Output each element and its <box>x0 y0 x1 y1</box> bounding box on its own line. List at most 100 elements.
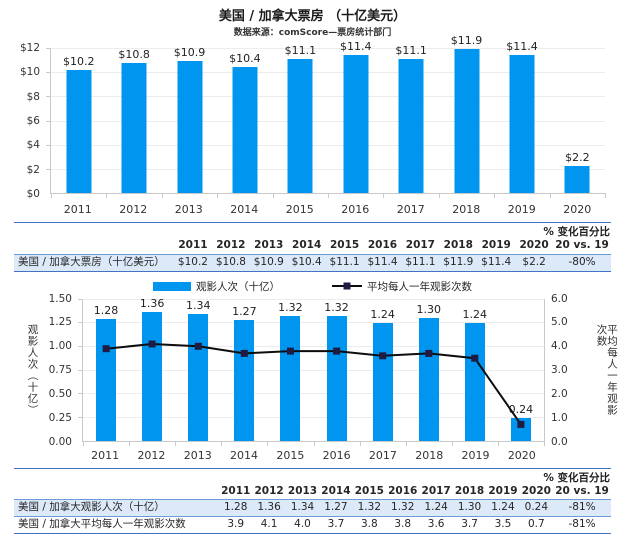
y-tick-label: 0.25 <box>48 411 72 424</box>
x-axis-tick <box>359 440 361 446</box>
y-tick-label: 1.0 <box>551 411 568 424</box>
admissions-right-axis: 6.0 5.0 4.0 3.0 2.0 1.0 0.0 <box>547 293 573 448</box>
bar-value-label: 1.24 <box>462 308 488 322</box>
gridline <box>83 298 544 300</box>
x-axis-tick <box>83 440 84 446</box>
bar-series-swatch-icon <box>153 281 191 291</box>
page-header: 美国 / 加拿大票房 （十亿美元） 数据来源：comScore—票房统计部门 <box>0 0 625 38</box>
admissions-combo-chart: 观影人次（十亿） 平均每人一年观影次数 观影人次（十亿） 平均每人一年观影次数 … <box>0 278 625 462</box>
bar-value-label: 1.36 <box>139 296 165 310</box>
bar-value-label: 1.24 <box>370 308 395 322</box>
bar <box>454 49 480 193</box>
bar-cell: $11.4 <box>494 40 549 193</box>
cell-value: $11.1 <box>329 255 360 268</box>
cell-value: 3.7 <box>461 518 478 531</box>
y-tick-label: $10 <box>19 66 40 79</box>
column-header: 2011 <box>221 484 251 497</box>
column-header: 2017 <box>421 484 451 497</box>
bar <box>177 61 203 193</box>
table-row: 美国 / 加拿大票房（十亿美元） $10.2 $10.8 $10.9 $10.4 $11.… <box>14 253 611 272</box>
y-tick-label: 5.0 <box>551 316 568 329</box>
bar <box>372 323 393 441</box>
y-tick-label: $4 <box>26 139 40 152</box>
bar <box>418 317 439 441</box>
column-header: 2018 <box>443 239 473 252</box>
y-tick-label: 0.50 <box>48 387 72 400</box>
x-tick-label: 2016 <box>341 203 370 216</box>
cell-value: $11.1 <box>405 255 436 268</box>
column-header: 2013 <box>287 484 318 497</box>
bar-value-label: $11.4 <box>506 40 538 54</box>
cell-value: 1.24 <box>491 501 515 514</box>
cell-value: $10.2 <box>177 255 208 268</box>
y-axis-tick <box>46 168 51 170</box>
chart-legend: 观影人次（十亿） 平均每人一年观影次数 <box>0 279 625 294</box>
x-axis-tick <box>544 440 545 446</box>
box-office-table: % 变化百分比 2011 2012 2013 2014 2015 2016 2017 2018 2… <box>14 222 611 272</box>
x-axis-tick <box>549 193 551 198</box>
bar-cell: 1.32 <box>267 299 313 441</box>
cell-value: $2.2 <box>522 255 546 268</box>
column-header: 2020 <box>519 239 549 252</box>
x-axis-tick <box>451 440 453 446</box>
cell-value: 1.30 <box>457 501 482 514</box>
cell-value: 3.8 <box>394 518 412 531</box>
gridline <box>83 369 544 371</box>
x-axis-tick <box>267 440 269 446</box>
column-header: 2012 <box>216 239 246 252</box>
x-tick-label: 2019 <box>507 203 536 216</box>
cell-value: $10.8 <box>215 255 246 268</box>
bar-value-label: $11.1 <box>284 43 317 57</box>
cell-value: $11.4 <box>367 255 398 268</box>
y-tick-label: $0 <box>26 188 40 200</box>
y-tick-label: 0.75 <box>48 364 72 377</box>
bar-value-label: $11.4 <box>339 40 372 54</box>
cell-value: 1.27 <box>324 501 348 514</box>
bar-value-label: $2.2 <box>565 151 590 165</box>
y-axis-tick <box>78 298 83 300</box>
y-tick-label: 1.00 <box>48 340 72 353</box>
row-label: 美国 / 加拿大平均每人一年观影次数 <box>18 518 186 531</box>
y-axis-tick <box>78 345 83 347</box>
bar-cell: 1.27 <box>221 299 267 441</box>
line-marker <box>102 344 110 352</box>
bar-cell: 1.32 <box>313 299 359 441</box>
y-axis-tick <box>46 48 51 49</box>
x-axis-tick <box>272 193 274 198</box>
x-axis-tick <box>438 193 440 198</box>
per-capita-line-series <box>102 340 525 428</box>
bar-value-label: $10.4 <box>229 52 261 66</box>
column-header: 2014 <box>321 484 351 497</box>
admissions-left-axis: 1.50 1.25 1.00 0.75 0.50 0.25 0.00 <box>44 293 78 448</box>
x-axis-tick <box>405 440 407 446</box>
cell-value: 3.8 <box>360 518 378 531</box>
bar <box>121 62 147 193</box>
column-header: 2020 <box>521 484 551 497</box>
box-office-y-axis: $12 $10 $8 $6 $4 $2 $0 <box>14 42 46 200</box>
box-office-plot-area: $10.2 $10.8 $10.9 $10.4 $11.1 $11.4 $11.1 $11.9… <box>46 34 606 198</box>
cell-value: 1.32 <box>391 501 415 514</box>
y-axis-tick <box>46 96 51 98</box>
cell-value: 3.7 <box>327 518 345 531</box>
x-axis-tick <box>328 193 329 198</box>
cell-value: 1.24 <box>424 501 448 514</box>
gridline <box>51 48 605 49</box>
table-change-note: % 变化百分比 <box>543 471 610 484</box>
gridline <box>51 144 605 146</box>
x-tick-label: 2017 <box>396 203 425 216</box>
admissions-x-axis: 2011 2012 2013 2014 2015 2016 2017 2018 2019 2020 <box>82 445 545 462</box>
y-tick-label: 6.0 <box>551 292 568 305</box>
y-axis-tick <box>46 120 51 122</box>
bar-value-label: $11.1 <box>395 43 427 57</box>
bar <box>234 320 255 441</box>
x-axis-tick <box>494 193 496 198</box>
cell-value: -80% <box>568 255 596 268</box>
legend-label-admissions: 观影人次（十亿） <box>196 280 280 293</box>
x-axis-tick <box>497 440 499 446</box>
line-marker <box>471 354 479 362</box>
x-axis-tick <box>217 193 219 198</box>
table-header-row: 2011 2012 2013 2014 2015 2016 2017 2018 2019 2020… <box>14 238 611 254</box>
bar-cell: $10.2 <box>51 48 106 193</box>
column-header: 2013 <box>254 239 284 252</box>
bar <box>232 67 258 193</box>
